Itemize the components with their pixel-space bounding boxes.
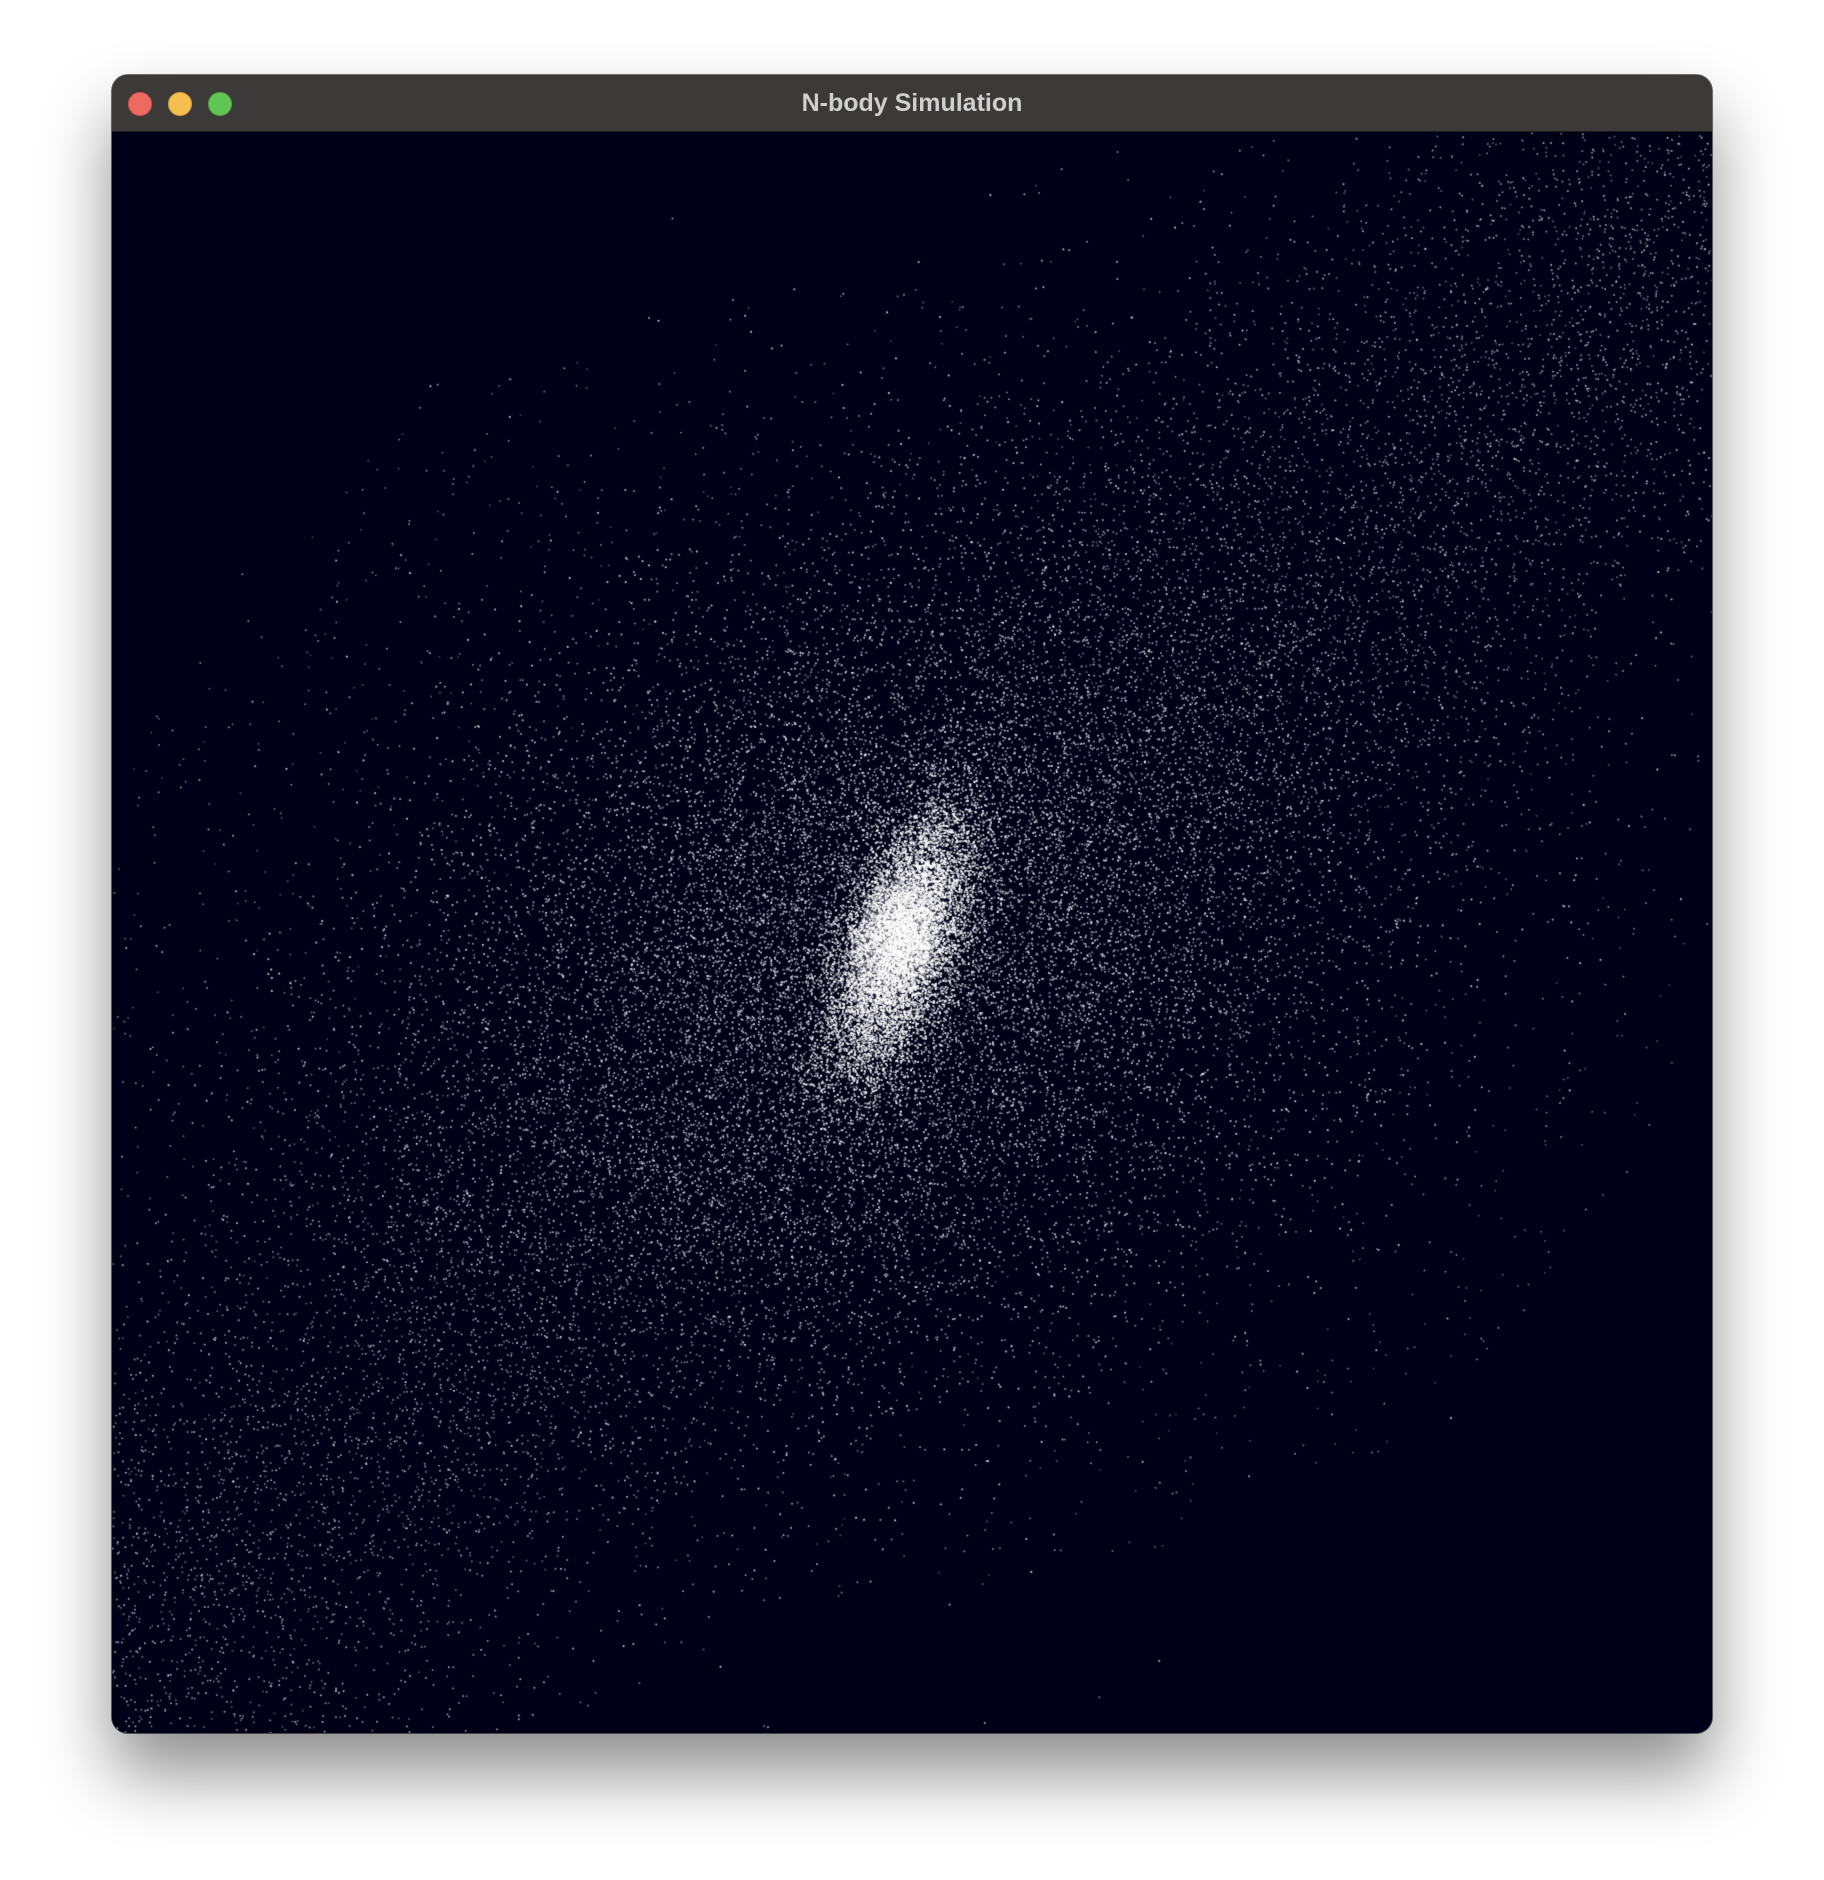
zoom-icon[interactable]	[208, 92, 232, 116]
simulation-viewport[interactable]	[112, 132, 1712, 1733]
title-bar[interactable]: N-body Simulation	[112, 75, 1712, 132]
app-window: N-body Simulation	[112, 75, 1712, 1733]
close-icon[interactable]	[128, 92, 152, 116]
window-title: N-body Simulation	[801, 89, 1023, 117]
minimize-icon[interactable]	[168, 92, 192, 116]
particle-canvas[interactable]	[112, 132, 1712, 1733]
